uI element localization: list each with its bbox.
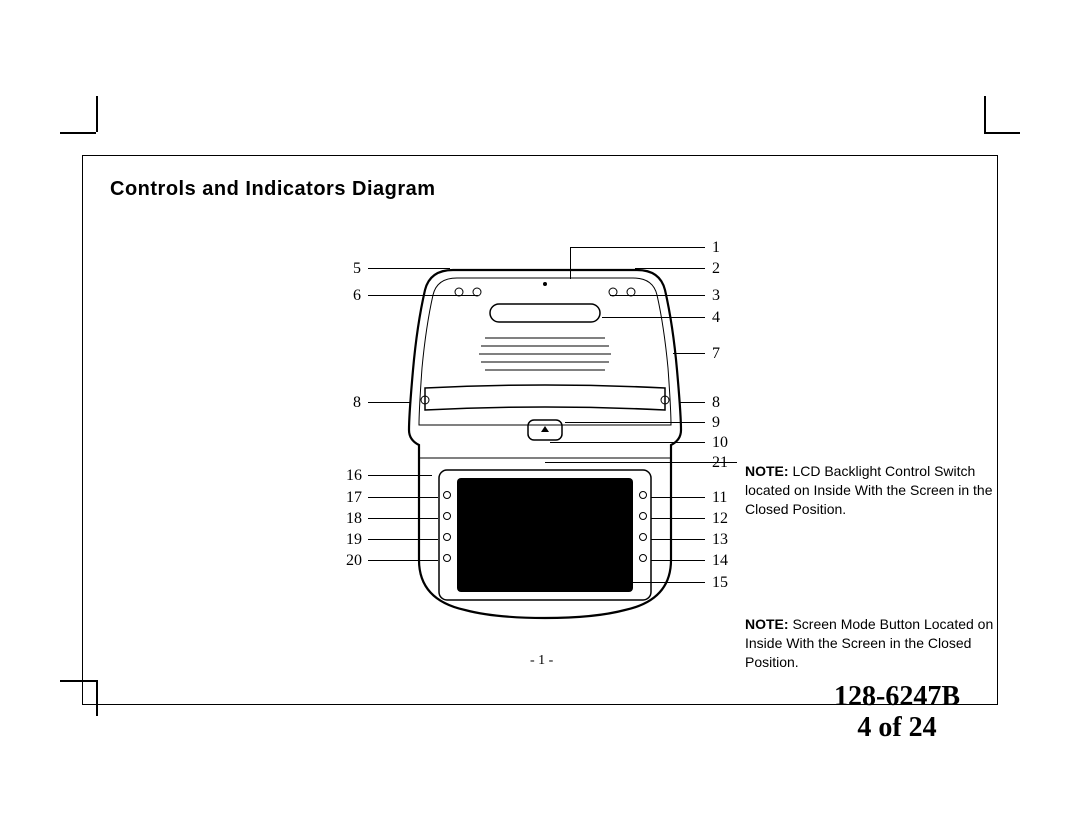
callout-19-line — [368, 539, 438, 540]
device-diagram — [395, 260, 695, 620]
callout-3-line — [610, 295, 705, 296]
callout-16-label: 16 — [346, 467, 362, 485]
note-bold: NOTE: — [745, 463, 789, 479]
callout-20-line — [368, 560, 438, 561]
callout-14-label: 14 — [712, 552, 728, 570]
callout-17-label: 17 — [346, 489, 362, 507]
callout-17-line — [368, 497, 438, 498]
page-title: Controls and Indicators Diagram — [110, 178, 436, 201]
callout-6-line — [368, 295, 478, 296]
callout-14-line — [651, 560, 705, 561]
callout-8r-label: 8 — [712, 394, 720, 412]
crop-mark — [60, 132, 96, 134]
callout-1-label: 1 — [712, 239, 720, 257]
callout-9-label: 9 — [712, 414, 720, 432]
callout-5-label: 5 — [353, 260, 361, 278]
doc-id-line2: 4 of 24 — [834, 713, 960, 744]
callout-19-label: 19 — [346, 531, 362, 549]
callout-4-label: 4 — [712, 309, 720, 327]
doc-id-line1: 128-6247B — [834, 682, 960, 713]
callout-3-label: 3 — [712, 287, 720, 305]
callout-5-line — [368, 268, 450, 269]
callout-4-line — [602, 317, 705, 318]
callout-2-line — [635, 268, 705, 269]
callout-7-label: 7 — [712, 345, 720, 363]
callout-15-label: 15 — [712, 574, 728, 592]
callout-18-line — [368, 518, 438, 519]
callout-11-label: 11 — [712, 489, 727, 507]
callout-8l-label: 8 — [353, 394, 361, 412]
callout-16-line — [368, 475, 432, 476]
note-bold: NOTE: — [745, 616, 789, 632]
callout-7-line — [673, 353, 705, 354]
callout-9-line — [565, 422, 705, 423]
callout-12-label: 12 — [712, 510, 728, 528]
callout-12-line — [651, 518, 705, 519]
callout-21-label: 21 — [712, 454, 728, 472]
callout-8r-line — [680, 402, 705, 403]
crop-mark — [984, 96, 986, 132]
crop-mark — [984, 132, 1020, 134]
callout-1-line — [570, 247, 705, 248]
callout-6-label: 6 — [353, 287, 361, 305]
callout-10-label: 10 — [712, 434, 728, 452]
crop-mark — [96, 96, 98, 132]
callout-10-line — [550, 442, 705, 443]
note-backlight: NOTE: LCD Backlight Control Switch locat… — [745, 462, 995, 519]
note-screenmode: NOTE: Screen Mode Button Located on Insi… — [745, 615, 995, 672]
callout-20-label: 20 — [346, 552, 362, 570]
document-id: 128-6247B 4 of 24 — [834, 682, 960, 744]
callout-15-line — [600, 582, 705, 583]
callout-2-label: 2 — [712, 260, 720, 278]
page-number: - 1 - — [530, 653, 553, 669]
callout-1-drop — [570, 247, 571, 279]
callout-13-line — [651, 539, 705, 540]
callout-11-line — [651, 497, 705, 498]
callout-18-label: 18 — [346, 510, 362, 528]
callout-8l-line — [368, 402, 410, 403]
callout-21-line — [545, 462, 737, 463]
callout-13-label: 13 — [712, 531, 728, 549]
